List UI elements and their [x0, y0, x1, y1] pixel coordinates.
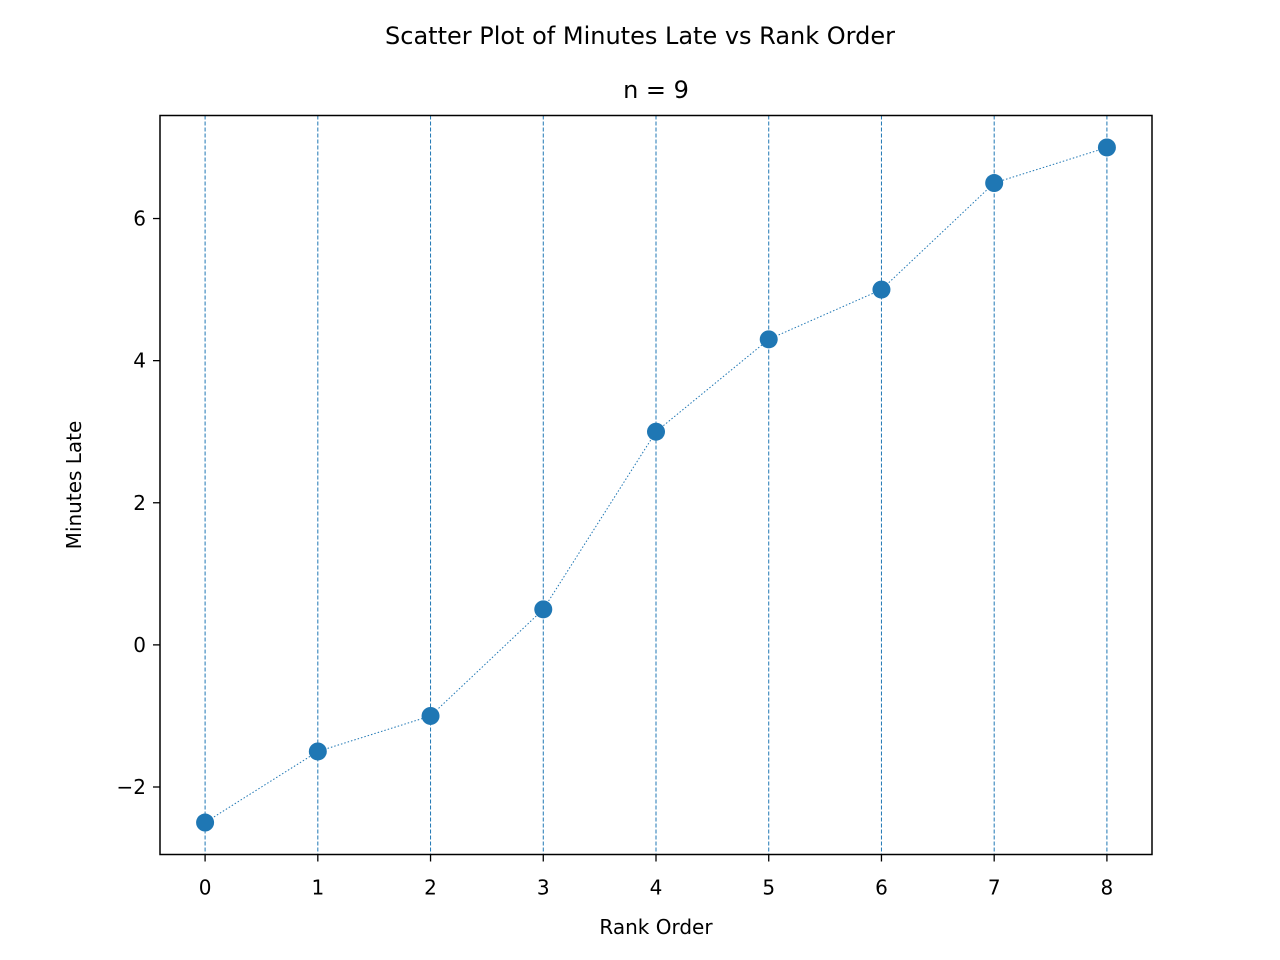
y-axis-label: Minutes Late [62, 421, 86, 550]
x-tick-label: 3 [537, 876, 550, 900]
y-axis-ticks: −2 0 2 4 6 [117, 207, 160, 799]
y-tick-label: 0 [133, 633, 146, 657]
chart-subtitle: n = 9 [623, 76, 689, 104]
data-point [759, 330, 778, 349]
data-points [196, 138, 1116, 832]
data-point [1097, 138, 1116, 157]
y-tick-label: −2 [117, 775, 146, 799]
x-tick-label: 7 [988, 876, 1001, 900]
x-tick-label: 0 [199, 876, 212, 900]
x-tick-label: 5 [762, 876, 775, 900]
data-point [196, 813, 215, 832]
x-axis-ticks: 0 1 2 3 4 5 6 7 8 [199, 854, 1114, 900]
grid-lines [204, 115, 1108, 855]
y-tick-label: 6 [133, 207, 146, 231]
x-tick-label: 6 [875, 876, 888, 900]
data-point [872, 280, 891, 299]
x-tick-label: 1 [311, 876, 324, 900]
data-point [985, 174, 1004, 193]
data-point [534, 600, 553, 619]
x-axis-label: Rank Order [599, 915, 713, 939]
x-tick-label: 4 [650, 876, 663, 900]
x-tick-label: 8 [1101, 876, 1114, 900]
y-tick-label: 2 [133, 491, 146, 515]
data-point [421, 706, 440, 725]
chart-title: Scatter Plot of Minutes Late vs Rank Ord… [385, 22, 895, 50]
y-tick-label: 4 [133, 349, 146, 373]
data-point [647, 422, 665, 441]
x-tick-label: 2 [424, 876, 437, 900]
data-point [308, 742, 327, 761]
